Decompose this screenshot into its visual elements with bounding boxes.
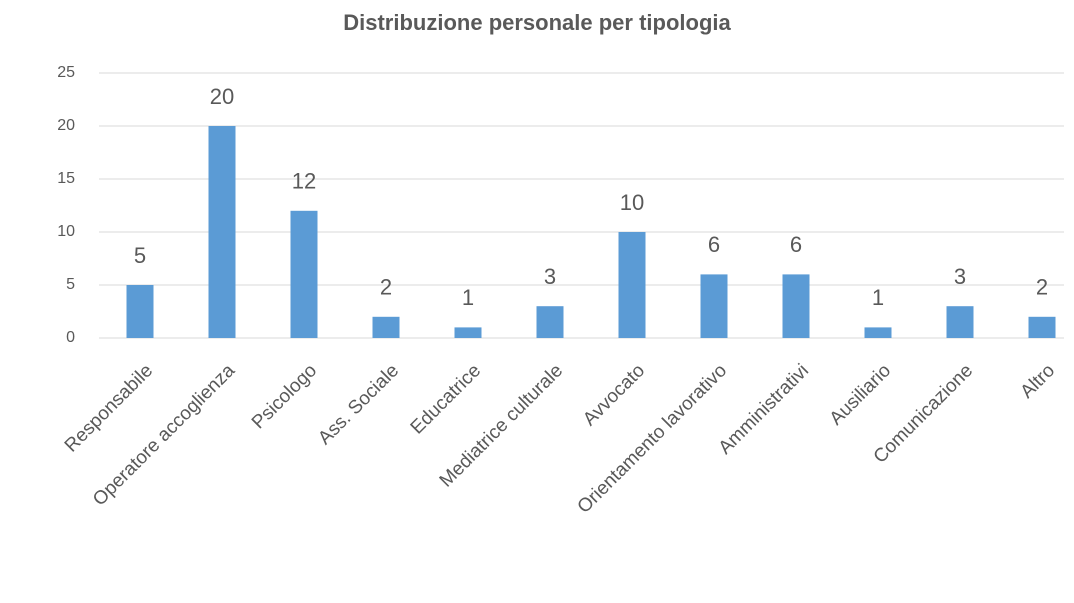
y-tick-label: 15 (57, 170, 75, 187)
x-tick-label: Ass. Sociale (314, 360, 403, 449)
bar (1028, 316, 1056, 338)
bar (208, 126, 236, 338)
x-tick-label: Avvocato (579, 360, 649, 430)
bar (290, 210, 318, 338)
x-tick-label: Orientamento lavorativo (574, 360, 731, 517)
bar (372, 316, 400, 338)
y-tick-label: 5 (66, 276, 75, 293)
y-tick-label: 0 (66, 329, 75, 346)
data-label: 3 (544, 264, 556, 289)
x-tick-label: Altro (1017, 360, 1059, 402)
data-label: 10 (620, 190, 644, 215)
data-label: 6 (708, 232, 720, 257)
bar (126, 285, 154, 338)
y-tick-label: 20 (57, 117, 75, 134)
data-label: 2 (1036, 275, 1048, 300)
data-label: 2 (380, 275, 392, 300)
y-tick-label: 25 (57, 64, 75, 81)
data-label: 1 (462, 285, 474, 310)
data-label: 12 (292, 169, 316, 194)
bar (700, 274, 728, 338)
data-label: 3 (954, 264, 966, 289)
chart-title: Distribuzione personale per tipologia (343, 10, 731, 35)
bar (536, 306, 564, 338)
x-tick-label: Operatore accoglienza (89, 360, 239, 510)
x-tick-label: Psicologo (248, 360, 321, 433)
data-label: 20 (210, 84, 234, 109)
bar (946, 306, 974, 338)
y-tick-label: 10 (57, 223, 75, 240)
data-label: 1 (872, 285, 884, 310)
data-label: 6 (790, 232, 802, 257)
data-label: 5 (134, 243, 146, 268)
x-tick-label: Educatrice (407, 360, 485, 438)
bar (782, 274, 810, 338)
bar (864, 327, 892, 338)
bar (618, 232, 646, 338)
x-tick-label: Ausiliario (826, 360, 895, 429)
bar (454, 327, 482, 338)
